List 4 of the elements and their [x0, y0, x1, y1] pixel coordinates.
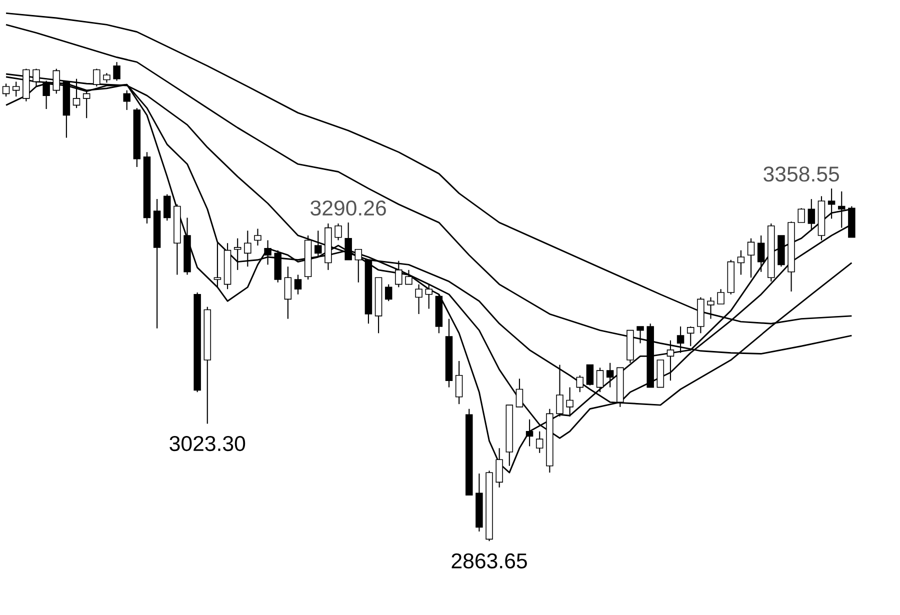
annotation: 3290.26 [310, 200, 386, 216]
annotation: 3023.30 [170, 436, 246, 452]
annotation: 2863.65 [452, 553, 527, 568]
annotation: 3358.55 [764, 166, 839, 182]
